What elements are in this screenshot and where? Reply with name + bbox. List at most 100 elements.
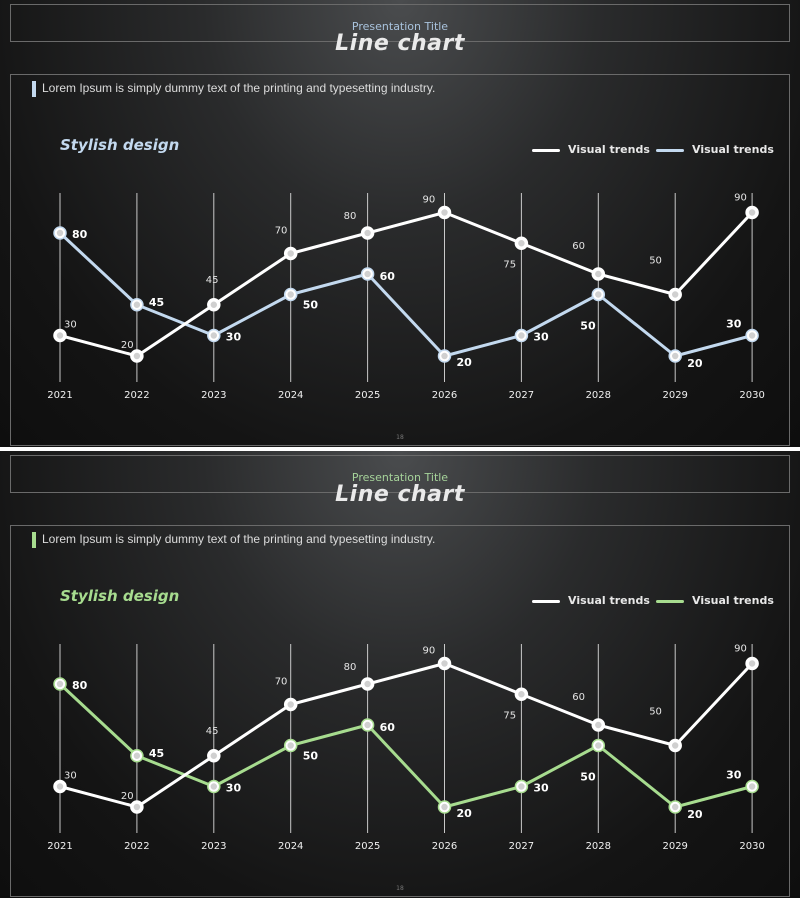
x-tick-label: 2022 <box>124 390 149 401</box>
data-label: 50 <box>303 299 319 312</box>
x-tick-label: 2029 <box>662 841 687 852</box>
legend-swatch <box>656 599 684 603</box>
legend-label: Visual trends <box>692 594 774 607</box>
x-tick-label: 2025 <box>355 390 380 401</box>
data-point-inner <box>287 250 294 257</box>
data-label: 30 <box>64 771 77 782</box>
x-tick-label: 2023 <box>201 390 226 401</box>
data-label: 45 <box>149 296 164 309</box>
content-frame <box>10 525 790 897</box>
x-tick-label: 2022 <box>124 841 149 852</box>
data-point-inner <box>595 721 602 729</box>
legend-item-series-1: Visual trends <box>532 594 650 607</box>
data-point-inner <box>56 229 64 237</box>
data-point-inner <box>56 680 64 688</box>
data-label: 30 <box>726 769 742 782</box>
data-point-inner <box>364 229 371 237</box>
data-point-inner <box>441 803 448 811</box>
data-label: 80 <box>344 211 357 222</box>
accent-bar <box>32 532 36 548</box>
data-point-inner <box>210 301 217 308</box>
data-label: 80 <box>72 679 88 692</box>
data-point-inner <box>287 742 294 749</box>
data-point-inner <box>133 352 141 360</box>
data-label: 45 <box>206 726 219 737</box>
data-point-inner <box>364 680 371 688</box>
data-point-inner <box>133 752 141 759</box>
legend-label: Visual trends <box>692 143 774 156</box>
data-point-inner <box>672 291 679 298</box>
slide-2: Presentation Title Line chart Lorem Ipsu… <box>0 451 800 898</box>
data-label: 90 <box>734 193 747 204</box>
x-tick-label: 2028 <box>586 841 611 852</box>
x-tick-label: 2027 <box>509 841 534 852</box>
page-number: 18 <box>396 434 404 441</box>
legend-label: Visual trends <box>568 594 650 607</box>
data-point-inner <box>210 332 217 339</box>
data-label: 30 <box>533 331 549 344</box>
data-point-inner <box>748 660 756 667</box>
chart-title: Stylish design <box>60 587 180 605</box>
data-point-inner <box>210 752 217 759</box>
data-label: 60 <box>380 721 396 734</box>
data-point-inner <box>133 803 141 811</box>
data-label: 30 <box>226 331 242 344</box>
data-point-inner <box>748 332 756 339</box>
data-point-inner <box>672 352 679 360</box>
data-label: 90 <box>423 195 436 206</box>
data-label: 60 <box>572 241 585 252</box>
x-tick-label: 2024 <box>278 390 303 401</box>
data-label: 70 <box>275 226 288 237</box>
header-frame <box>10 455 790 493</box>
data-label: 20 <box>121 340 134 351</box>
line-chart: 2021 2022 2023 2024 2025 2026 2027 2028 2029 2030… <box>47 644 765 853</box>
x-tick-label: 2021 <box>47 841 72 852</box>
data-label: 90 <box>734 644 747 655</box>
line-chart: 2021 2022 2023 2024 2025 2026 2027 2028 2029 2030… <box>47 193 765 402</box>
series-line <box>59 211 754 358</box>
data-label: 50 <box>649 256 662 267</box>
data-label: 75 <box>503 710 516 721</box>
data-point-inner <box>595 291 602 298</box>
content-frame <box>10 74 790 446</box>
data-label: 20 <box>687 357 703 370</box>
x-tick-label: 2025 <box>355 841 380 852</box>
data-point-inner <box>518 783 525 790</box>
x-tick-label: 2030 <box>739 390 764 401</box>
data-label: 80 <box>344 662 357 673</box>
data-point-inner <box>518 240 525 247</box>
presentation-title: Presentation Title <box>351 20 449 33</box>
data-label: 50 <box>649 707 662 718</box>
data-label: 50 <box>303 750 319 763</box>
x-tick-label: 2021 <box>47 390 72 401</box>
data-label: 30 <box>64 320 77 331</box>
data-label: 45 <box>149 747 164 760</box>
header-frame <box>10 4 790 42</box>
data-label: 90 <box>423 646 436 657</box>
slide-title: Line chart <box>335 31 465 56</box>
data-label: 20 <box>687 808 703 821</box>
slide-1: Presentation Title Line chart Lorem Ipsu… <box>0 0 800 447</box>
data-label: 70 <box>275 677 288 688</box>
data-point-inner <box>518 332 525 339</box>
legend-item-series-1: Visual trends <box>532 143 650 156</box>
data-point-inner <box>518 691 525 698</box>
data-point-inner <box>672 742 679 749</box>
data-label: 20 <box>457 807 473 820</box>
data-label: 60 <box>380 270 396 283</box>
x-tick-label: 2024 <box>278 841 303 852</box>
data-point-inner <box>748 783 756 790</box>
legend-item-series-2: Visual trends <box>656 143 774 156</box>
data-point-inner <box>364 721 371 729</box>
data-label: 75 <box>503 259 516 270</box>
data-label: 50 <box>580 320 596 333</box>
data-label: 80 <box>72 228 88 241</box>
data-label: 20 <box>457 356 473 369</box>
description-text: Lorem Ipsum is simply dummy text of the … <box>42 81 436 95</box>
legend-swatch <box>532 599 560 603</box>
data-label: 60 <box>572 692 585 703</box>
x-tick-label: 2030 <box>739 841 764 852</box>
description-text: Lorem Ipsum is simply dummy text of the … <box>42 532 436 546</box>
legend-label: Visual trends <box>568 143 650 156</box>
data-point-inner <box>56 332 64 339</box>
